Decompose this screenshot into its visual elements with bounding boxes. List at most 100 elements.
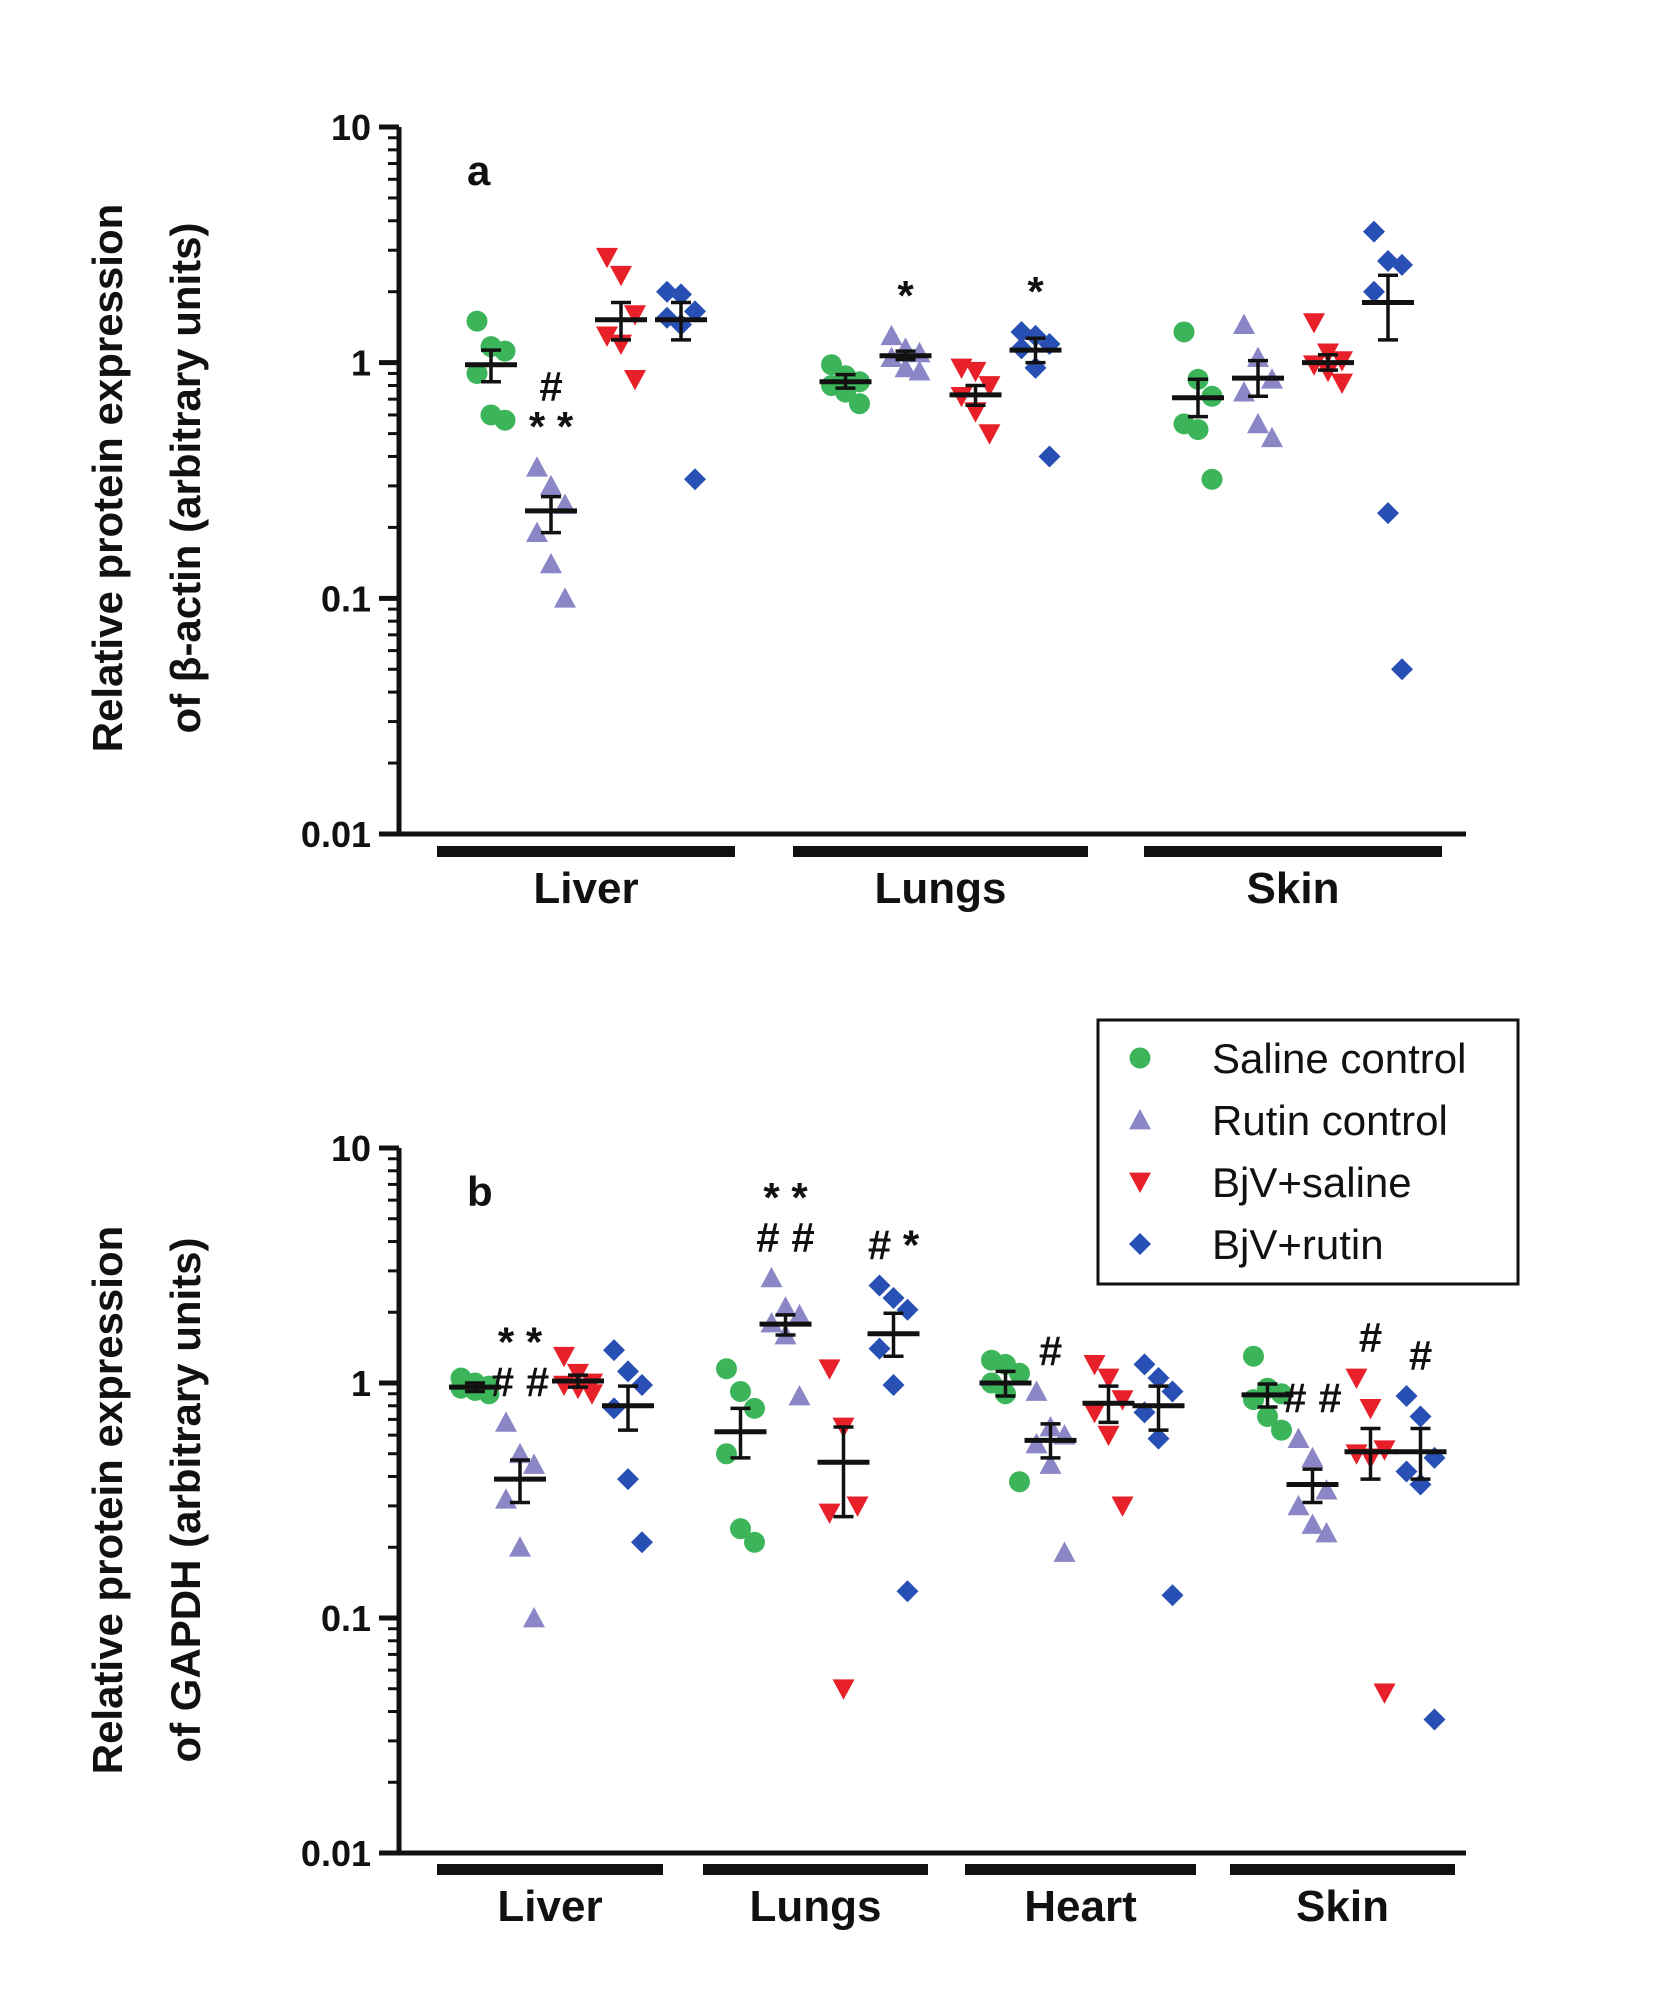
significance-mark: * *	[498, 1318, 543, 1365]
data-point	[1187, 419, 1209, 441]
data-point	[1097, 1425, 1120, 1447]
data-point	[1257, 1406, 1278, 1428]
data-point	[1301, 1446, 1324, 1468]
data-point	[868, 1337, 891, 1360]
data-point	[1039, 1453, 1062, 1474]
significance-mark: #	[539, 363, 562, 410]
data-point	[1009, 1471, 1030, 1493]
category-label: Skin	[1247, 864, 1340, 913]
data-point	[1271, 1419, 1292, 1441]
panel-b: 10 1 0.1 0.01 Relative protein expression of …	[84, 1128, 1466, 1931]
panel-letter: a	[467, 147, 491, 194]
data-point	[526, 521, 548, 542]
data-point	[610, 265, 632, 287]
data-point	[964, 402, 987, 423]
data-point	[1053, 1541, 1076, 1562]
data-point	[495, 1488, 517, 1509]
data-point	[1129, 1047, 1151, 1069]
y-tick-label: 10	[331, 107, 371, 148]
data-point	[1363, 280, 1385, 303]
data-point	[596, 326, 618, 347]
data-point	[1083, 1403, 1106, 1424]
data-point	[1173, 321, 1195, 343]
data-point	[1261, 426, 1283, 448]
y-tick-label: 10	[331, 1128, 371, 1169]
data-point	[716, 1443, 737, 1465]
data-point	[1363, 220, 1385, 243]
data-point	[670, 283, 692, 306]
data-point	[1129, 1109, 1151, 1130]
y-tick-label: 0.01	[301, 1833, 371, 1874]
data-point	[617, 1468, 639, 1491]
category-label: Skin	[1296, 1882, 1389, 1931]
data-point	[526, 456, 548, 477]
data-point	[466, 362, 488, 384]
data-point	[603, 1339, 625, 1362]
data-point	[523, 1453, 545, 1474]
data-point	[540, 552, 562, 574]
significance-mark: #	[1409, 1332, 1432, 1379]
data-point	[1359, 1399, 1382, 1420]
significance-mark: * *	[529, 403, 574, 450]
data-point	[684, 468, 706, 491]
data-point	[1233, 381, 1255, 402]
significance-mark: # #	[491, 1358, 549, 1405]
data-point	[1287, 1427, 1310, 1448]
data-point	[1111, 1496, 1134, 1517]
data-point	[581, 1384, 603, 1405]
y-axis-label: Relative protein expression	[84, 1226, 131, 1775]
category-label: Heart	[1024, 1882, 1137, 1931]
data-point	[466, 310, 488, 332]
data-point	[1097, 1368, 1120, 1390]
data-point	[849, 393, 870, 415]
data-point	[1009, 1362, 1030, 1384]
legend-label: BjV+saline	[1212, 1159, 1412, 1206]
data-point	[553, 1346, 575, 1368]
data-point	[818, 1359, 841, 1380]
category-label: Liver	[497, 1882, 602, 1931]
y-axis-label: of β-actin (arbitrary units)	[162, 222, 209, 733]
data-point	[1395, 1460, 1418, 1483]
data-point	[1409, 1405, 1432, 1428]
data-point	[495, 1411, 517, 1432]
data-point	[730, 1518, 751, 1540]
y-axis-label: Relative protein expression	[84, 204, 131, 753]
panel-letter: b	[467, 1168, 493, 1215]
data-point	[716, 1358, 737, 1380]
data-point	[1377, 502, 1399, 525]
data-point	[656, 280, 678, 303]
category-bar	[437, 846, 735, 857]
data-point	[1129, 1233, 1151, 1255]
y-tick-label: 0.1	[321, 578, 371, 619]
data-point	[684, 300, 706, 323]
data-point	[978, 424, 1001, 445]
data-point	[509, 1442, 531, 1464]
data-point	[1243, 1345, 1264, 1367]
significance-mark: #	[1359, 1314, 1382, 1361]
data-point	[1303, 313, 1325, 334]
data-point	[1391, 658, 1413, 681]
data-point	[523, 1607, 545, 1628]
data-point	[744, 1531, 765, 1553]
data-point	[788, 1385, 811, 1406]
legend-label: Saline control	[1212, 1035, 1466, 1082]
data-point	[617, 1360, 639, 1383]
significance-mark: * *	[763, 1174, 808, 1221]
data-point	[1201, 468, 1223, 490]
data-point	[1331, 373, 1353, 394]
category-bar	[437, 1864, 663, 1875]
data-point	[908, 360, 931, 381]
data-point	[1373, 1683, 1396, 1704]
legend-label: BjV+rutin	[1212, 1221, 1384, 1268]
category-label: Lungs	[875, 864, 1007, 913]
data-point	[540, 474, 562, 496]
data-point	[624, 305, 646, 326]
category-bar	[965, 1864, 1196, 1875]
data-point	[1133, 1353, 1156, 1376]
category-bar	[1144, 846, 1442, 857]
significance-mark: *	[897, 272, 914, 319]
data-point	[1315, 1479, 1338, 1500]
data-point	[894, 356, 917, 378]
data-point	[1147, 1427, 1170, 1450]
